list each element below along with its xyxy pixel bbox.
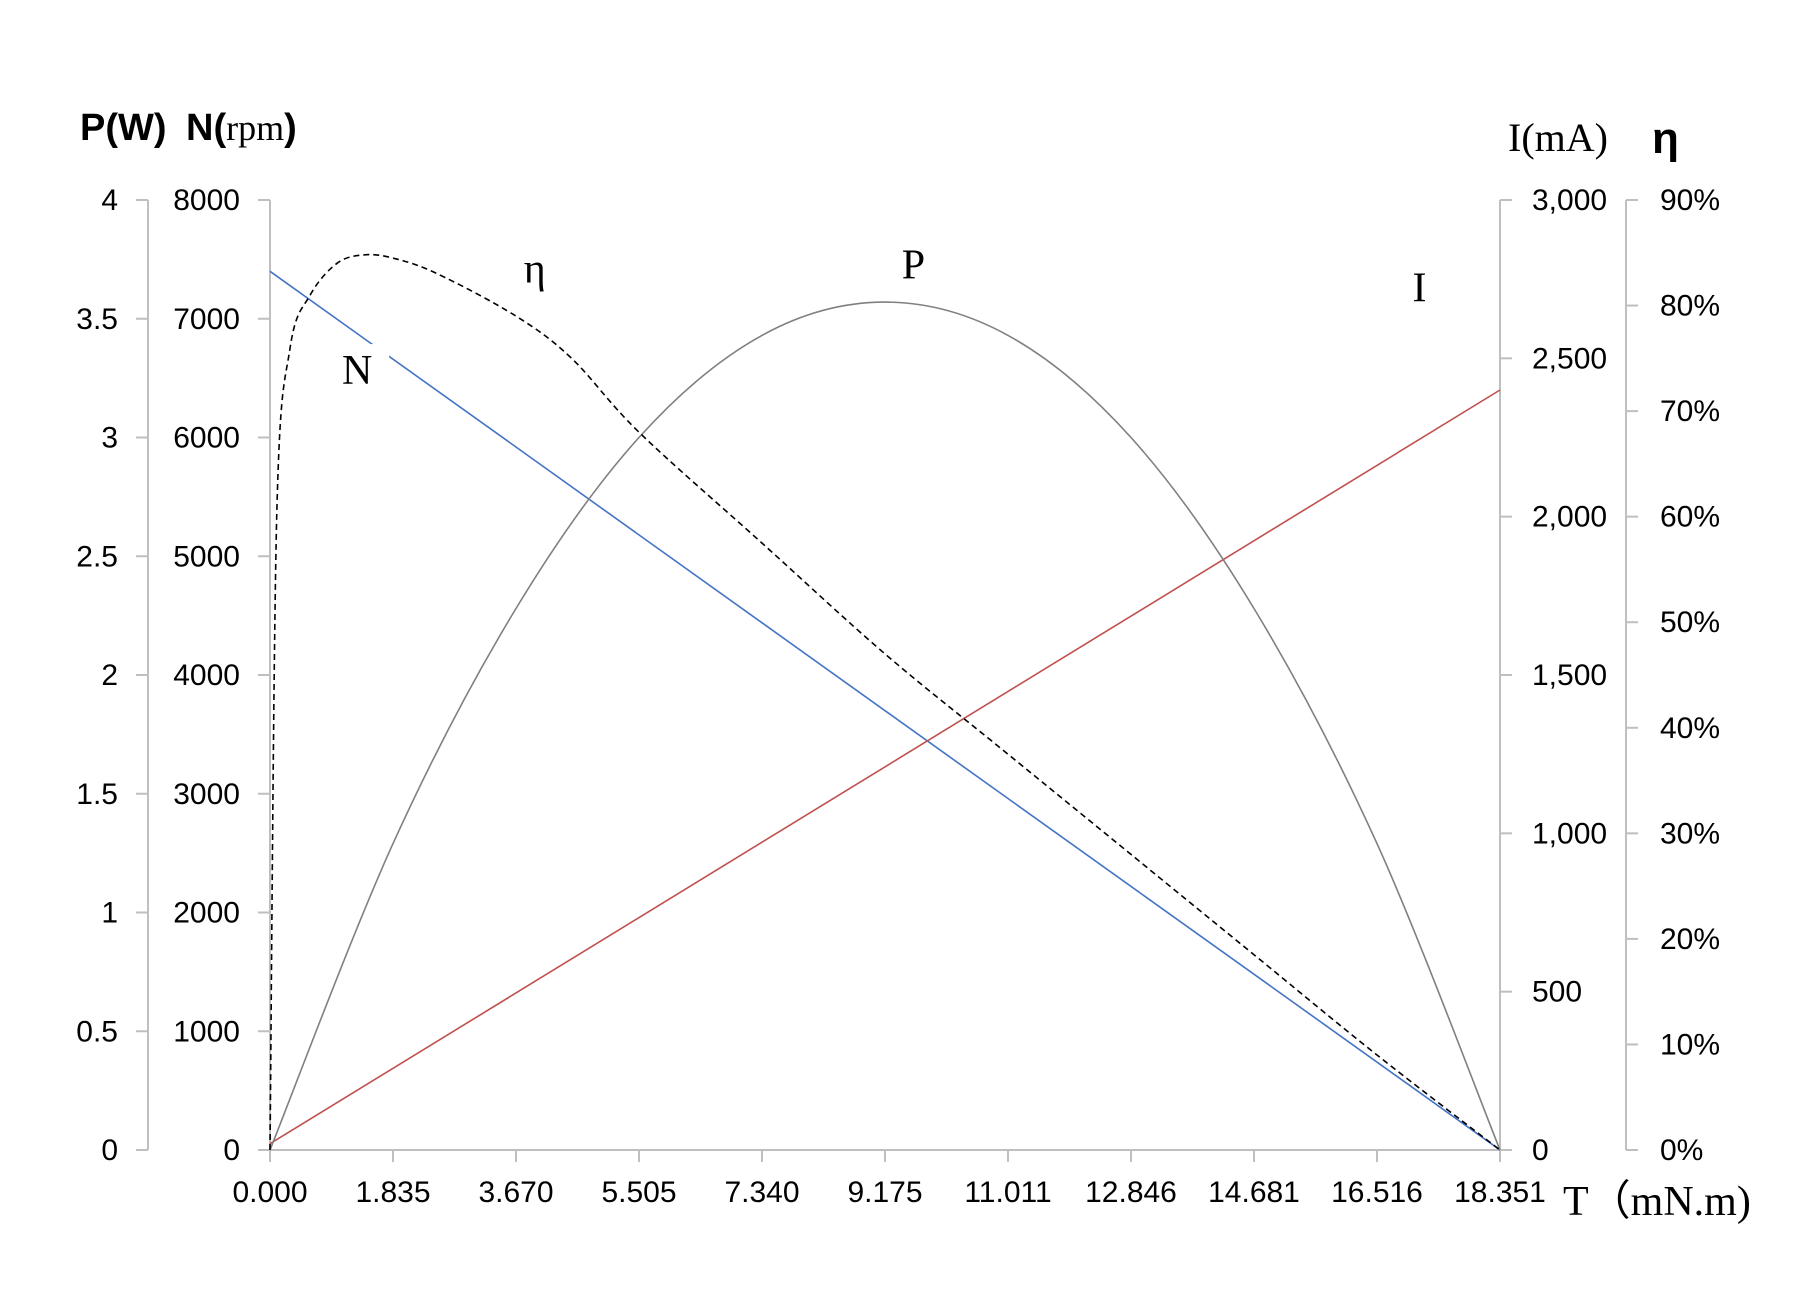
efficiency-tick-label: 20% <box>1660 923 1720 956</box>
current-tick-label: 1,500 <box>1532 659 1607 692</box>
torque-tick-label: 14.681 <box>1208 1176 1300 1209</box>
power-axis-title: P(W) <box>80 107 167 149</box>
power-tick-label: 1.5 <box>76 778 118 811</box>
curve-labels-layer: Nη P I <box>325 238 1452 394</box>
series-line-p <box>269 301 1501 1151</box>
series-line-i <box>269 389 1501 1145</box>
speed-tick-label: 6000 <box>173 422 240 455</box>
power-tick-label: 3.5 <box>76 303 118 336</box>
torque-tick-label: 3.670 <box>478 1176 553 1209</box>
curve-label-backdrop <box>1387 261 1452 310</box>
torque-tick-label: 1.835 <box>355 1176 430 1209</box>
speed-tick-label: 4000 <box>173 659 240 692</box>
efficiency-tick-label: 0% <box>1660 1134 1703 1167</box>
speed-tick-label: 8000 <box>173 184 240 217</box>
curve-label-backdrop <box>881 238 946 287</box>
current-tick-label: 500 <box>1532 976 1582 1009</box>
efficiency-tick-label: 80% <box>1660 290 1720 323</box>
efficiency-tick-label: 40% <box>1660 712 1720 745</box>
power-tick-label: 2 <box>101 659 118 692</box>
torque-tick-label: 9.175 <box>847 1176 922 1209</box>
efficiency-tick-label: 10% <box>1660 1028 1720 1061</box>
speed-tick-label: 3000 <box>173 778 240 811</box>
efficiency-tick-label: 30% <box>1660 817 1720 850</box>
curve-label-p: P <box>902 242 925 288</box>
power-tick-label: 0 <box>101 1134 118 1167</box>
ticks-layer: 00.511.522.533.5401000200030004000500060… <box>76 184 1720 1209</box>
efficiency-tick-label: 90% <box>1660 184 1720 217</box>
power-tick-label: 4 <box>101 184 118 217</box>
speed-tick-label: 5000 <box>173 540 240 573</box>
series-layer <box>269 253 1501 1151</box>
series-line-n <box>269 270 1501 1151</box>
torque-axis-title: T（mN.m) <box>1563 1179 1751 1225</box>
power-tick-label: 2.5 <box>76 540 118 573</box>
power-tick-label: 0.5 <box>76 1015 118 1048</box>
speed-tick-label: 1000 <box>173 1015 240 1048</box>
efficiency-axis-title: η <box>1652 114 1679 163</box>
speed-axis-title: N(rpm) <box>186 107 297 149</box>
power-tick-label: 3 <box>101 422 118 455</box>
speed-axis-title-suffix: ) <box>284 107 297 149</box>
torque-tick-label: 18.351 <box>1454 1176 1546 1209</box>
current-tick-label: 1,000 <box>1532 817 1607 850</box>
current-tick-label: 2,000 <box>1532 501 1607 534</box>
speed-axis-title-unit: rpm <box>226 108 284 148</box>
efficiency-tick-label: 60% <box>1660 501 1720 534</box>
efficiency-tick-label: 70% <box>1660 395 1720 428</box>
torque-tick-label: 5.505 <box>601 1176 676 1209</box>
torque-tick-label: 16.516 <box>1331 1176 1423 1209</box>
curve-label-i: I <box>1413 265 1427 311</box>
current-tick-label: 2,500 <box>1532 342 1607 375</box>
speed-tick-label: 7000 <box>173 303 240 336</box>
efficiency-tick-label: 50% <box>1660 606 1720 639</box>
torque-tick-label: 12.846 <box>1085 1176 1177 1209</box>
series-line-eta <box>269 253 1501 1151</box>
power-tick-label: 1 <box>101 897 118 930</box>
curve-label-eta: η <box>524 246 546 292</box>
curve-label-backdrop <box>502 242 567 291</box>
current-tick-label: 0 <box>1532 1134 1549 1167</box>
speed-tick-label: 2000 <box>173 897 240 930</box>
speed-axis-title-prefix: N( <box>186 107 226 149</box>
torque-tick-label: 7.340 <box>724 1176 799 1209</box>
torque-tick-label: 0.000 <box>232 1176 307 1209</box>
current-tick-label: 3,000 <box>1532 184 1607 217</box>
curve-label-backdrop <box>325 344 390 393</box>
curve-label-n: N <box>342 348 372 394</box>
speed-tick-label: 0 <box>223 1134 240 1167</box>
current-axis-title: I(mA) <box>1508 115 1608 160</box>
torque-tick-label: 11.011 <box>964 1176 1051 1209</box>
